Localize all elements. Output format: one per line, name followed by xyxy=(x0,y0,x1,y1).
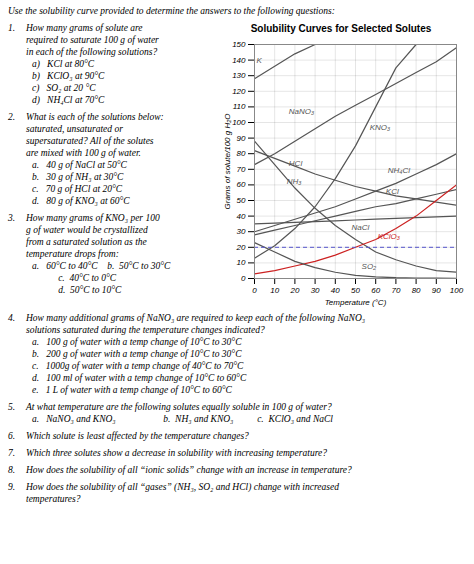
html-text:1.: 1. xyxy=(8,23,16,33)
html-text:required to saturate 100 g of: required to saturate 100 g of water xyxy=(26,35,159,45)
svg-text:100: 100 xyxy=(450,286,464,295)
html-text:How many grams of KNO₃ per 100: How many grams of KNO₃ per 100 xyxy=(26,213,160,223)
html-text:g of water would be crystalliz: g of water would be crystallized xyxy=(26,225,148,235)
html-text:3.: 3. xyxy=(8,213,16,223)
svg-text:60: 60 xyxy=(237,180,246,189)
html-text:4.: 4. xyxy=(8,313,16,323)
html-text:supersaturated? All of the sol: supersaturated? All of the solutes xyxy=(26,136,154,146)
html-text:6.: 6. xyxy=(8,431,16,441)
html-text:At what temperature are the fo: At what temperature are the following so… xyxy=(26,402,332,412)
svg-text:30: 30 xyxy=(311,286,320,295)
html-text:b) KClO₃ at 90°C: b) KClO₃ at 90°C xyxy=(32,71,105,81)
svg-text:140: 140 xyxy=(232,56,246,65)
html-text:d. 50°C to 10°C: d. 50°C to 10°C xyxy=(32,285,122,295)
svg-text:KCl: KCl xyxy=(386,187,399,196)
svg-text:NH₃: NH₃ xyxy=(287,177,302,186)
svg-text:110: 110 xyxy=(233,102,246,111)
svg-text:120: 120 xyxy=(232,87,246,96)
svg-text:KClO₃: KClO₃ xyxy=(378,232,400,241)
svg-text:0: 0 xyxy=(252,286,257,295)
svg-text:30: 30 xyxy=(237,227,246,236)
html-text:How many grams of solute are: How many grams of solute are xyxy=(26,23,143,33)
svg-text:50: 50 xyxy=(237,196,246,205)
svg-text:SO₂: SO₂ xyxy=(362,262,377,271)
html-text:a. 60°C to 40°C b. 50°C to 30°: a. 60°C to 40°C b. 50°C to 30°C xyxy=(32,261,171,271)
html-text:a. 40 g of NaCl at 50°C: a. 40 g of NaCl at 50°C xyxy=(32,160,127,170)
svg-text:20: 20 xyxy=(289,286,299,295)
html-text:are mixed with 100 g of water.: are mixed with 100 g of water. xyxy=(26,148,141,158)
html-text:a. 100 g of water with a temp: a. 100 g of water with a temp change of … xyxy=(32,337,242,347)
svg-text:40: 40 xyxy=(331,286,340,295)
svg-text:NaCl: NaCl xyxy=(351,223,369,232)
html-text:How many additional grams of N: How many additional grams of NaNO₃ are r… xyxy=(26,313,366,323)
html-text:How does the solubility of all: How does the solubility of all “gases” (… xyxy=(26,482,339,492)
html-text:c. 40°C to 0°C: c. 40°C to 0°C xyxy=(32,273,117,283)
svg-text:NH₄Cl: NH₄Cl xyxy=(388,166,411,175)
html-text:How does the solubility of all: How does the solubility of all “ionic so… xyxy=(26,465,352,475)
html-text:temperatures?: temperatures? xyxy=(26,494,81,504)
html-text:8.: 8. xyxy=(8,465,16,475)
html-text:Which solute is least affected: Which solute is least affected by the te… xyxy=(26,431,249,441)
html-text:a) KCl at 80°C: a) KCl at 80°C xyxy=(32,59,95,69)
svg-text:70: 70 xyxy=(237,165,246,174)
svg-text:100: 100 xyxy=(232,118,246,127)
html-text:5.: 5. xyxy=(8,402,16,412)
html-text:e. 1 L of water with a temp ch: e. 1 L of water with a temp change of 10… xyxy=(32,385,232,395)
svg-text:40: 40 xyxy=(237,212,246,221)
svg-text:80: 80 xyxy=(412,286,421,295)
svg-text:70: 70 xyxy=(391,286,400,295)
html-text:c) SO₂ at 20 °C: c) SO₂ at 20 °C xyxy=(32,83,96,93)
svg-text:130: 130 xyxy=(232,71,246,80)
html-text:d. 100 ml of water with a temp: d. 100 ml of water with a temp change of… xyxy=(32,373,247,383)
svg-text:10: 10 xyxy=(237,258,246,267)
html-text:d. 80 g of KNO₃ at 60°C: d. 80 g of KNO₃ at 60°C xyxy=(32,196,130,206)
html-text:Which three solutes show a dec: Which three solutes show a decrease in s… xyxy=(26,448,327,458)
html-text:b. 200 g of water with a temp: b. 200 g of water with a temp change of … xyxy=(32,349,242,359)
html-text:temperature drops from:: temperature drops from: xyxy=(26,249,119,259)
html-text:d) NH₄Cl at 70°C: d) NH₄Cl at 70°C xyxy=(32,95,105,105)
svg-text:90: 90 xyxy=(432,286,441,295)
svg-text:K: K xyxy=(257,56,263,65)
html-text:from a saturated solution as t: from a saturated solution as the xyxy=(26,237,147,247)
svg-text:80: 80 xyxy=(237,149,246,158)
svg-text:50: 50 xyxy=(351,286,360,295)
html-text:a. NaNO₃ and KNO₃ b. NH₃ and K: a. NaNO₃ and KNO₃ b. NH₃ and KNO₃ c. KCl… xyxy=(32,414,333,424)
html-text:in each of the following solut: in each of the following solutions? xyxy=(26,47,158,57)
svg-text:Grams of solute/100 g H₂O: Grams of solute/100 g H₂O xyxy=(223,114,232,210)
svg-text:20: 20 xyxy=(236,243,246,252)
html-text:What is each of the solutions: What is each of the solutions below: xyxy=(26,112,164,122)
svg-text:60: 60 xyxy=(371,286,380,295)
svg-text:10: 10 xyxy=(270,286,279,295)
html-text:7.: 7. xyxy=(8,448,16,458)
svg-text:NaNO₃: NaNO₃ xyxy=(289,107,314,116)
html-text:Solubility Curves for Selected: Solubility Curves for Selected Solutes xyxy=(250,23,432,34)
html-text:9.: 9. xyxy=(8,482,16,492)
svg-text:150: 150 xyxy=(232,40,246,49)
html-text:solutions saturated during the: solutions saturated during the temperatu… xyxy=(26,325,265,335)
html-text:2.: 2. xyxy=(8,112,16,122)
svg-text:Temperature (°C): Temperature (°C) xyxy=(325,298,387,307)
html-text:saturated, unsaturated or: saturated, unsaturated or xyxy=(26,124,123,134)
html-text:b. 30 g of NH₃ at 30°C: b. 30 g of NH₃ at 30°C xyxy=(32,172,124,182)
html-text:c. 1000g of water with a temp: c. 1000g of water with a temp change of … xyxy=(32,361,244,371)
html-text:Use the solubility curve provi: Use the solubility curve provided to det… xyxy=(8,6,335,16)
svg-text:0: 0 xyxy=(241,274,246,283)
svg-text:90: 90 xyxy=(237,134,246,143)
svg-text:HCl: HCl xyxy=(289,159,303,168)
html-text:c. 70 g of HCl at 20°C: c. 70 g of HCl at 20°C xyxy=(32,184,123,194)
svg-text:KNO₃: KNO₃ xyxy=(370,123,391,132)
